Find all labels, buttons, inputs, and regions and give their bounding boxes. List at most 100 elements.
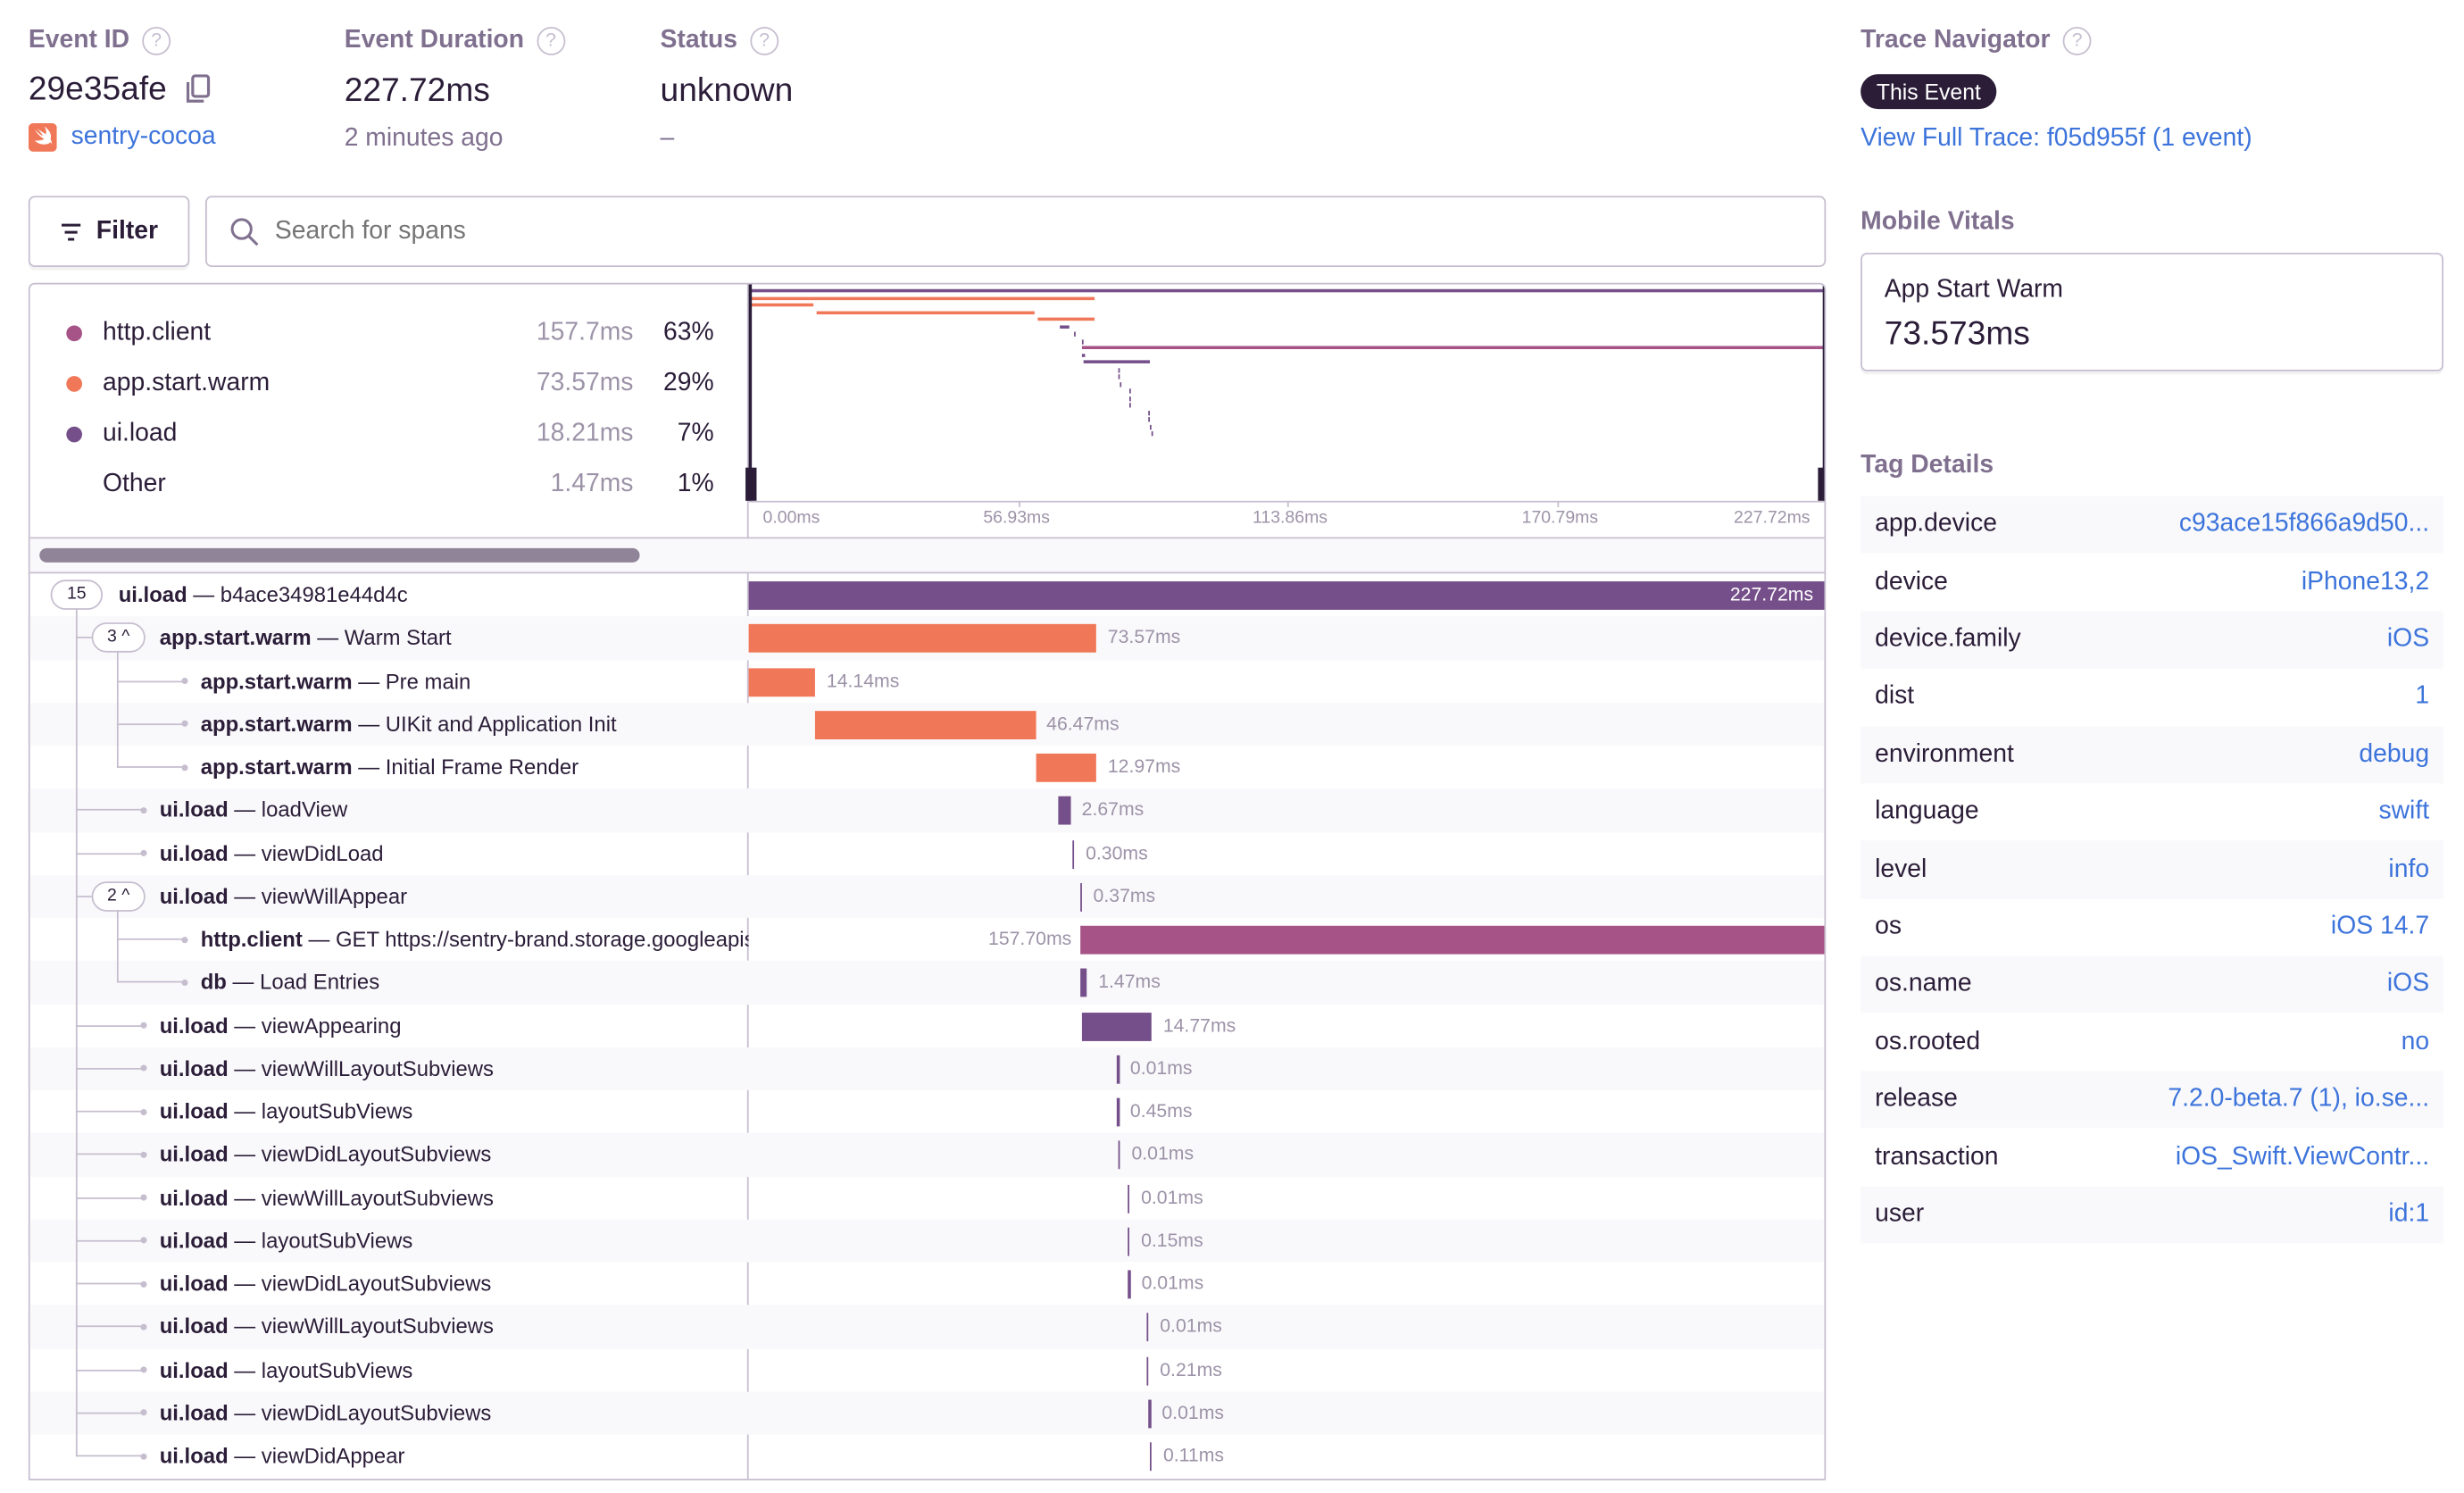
span-row[interactable]: ui.load — viewWillLayoutSubviews 0.01ms [29,1047,1825,1090]
tag-value-link[interactable]: iOS 14.7 [2330,913,2430,940]
tag-row[interactable]: language swift [1860,784,2443,841]
span-title[interactable]: ui.load — viewDidLayoutSubviews [160,1143,749,1167]
tag-value-link[interactable]: iOS [2386,625,2430,653]
tag-row[interactable]: os iOS 14.7 [1860,898,2443,955]
tag-value-link[interactable]: no [2401,1028,2430,1055]
span-bar[interactable] [1082,1012,1153,1041]
span-bar[interactable] [1058,797,1071,825]
filter-button[interactable]: Filter [28,196,190,267]
tag-value-link[interactable]: info [2388,855,2430,883]
tag-value-link[interactable]: iOS_Swift.ViewContr... [2175,1143,2430,1171]
span-title[interactable]: app.start.warm — Pre main [201,669,749,693]
span-row[interactable]: ui.load — viewDidLayoutSubviews 0.01ms [29,1391,1825,1435]
help-icon[interactable]: ? [537,27,566,55]
span-title[interactable]: ui.load — viewAppearing [160,1013,749,1038]
span-bar[interactable] [1149,1442,1153,1472]
minimap-left-handle[interactable] [745,467,757,501]
tag-row[interactable]: app.device c93ace15f866a9d50... [1860,496,2443,554]
span-bar[interactable] [1148,1399,1151,1428]
tag-value-link[interactable]: iOS [2386,970,2430,997]
span-row[interactable]: ui.load — layoutSubViews 0.45ms [30,1090,1825,1133]
tag-row[interactable]: os.name iOS [1860,955,2443,1013]
span-row[interactable]: 3 ^ app.start.warm — Warm Start 73.57ms [29,616,1825,660]
span-row[interactable]: app.start.warm — Pre main 14.14ms [30,660,1825,703]
span-title[interactable]: ui.load — viewWillLayoutSubviews [160,1056,749,1080]
span-bar[interactable] [815,710,1036,739]
help-icon[interactable]: ? [142,27,171,55]
span-title[interactable]: ui.load — viewWillAppear [160,884,749,908]
span-title[interactable]: ui.load — loadView [160,798,749,822]
tag-value-link[interactable]: c93ace15f866a9d50... [2178,510,2430,538]
span-title[interactable]: ui.load — viewDidLayoutSubviews [160,1401,749,1425]
vital-card-app-start-warm[interactable]: App Start Warm 73.573ms [1860,253,2443,371]
project-link[interactable]: sentry-cocoa [28,122,216,152]
span-bar[interactable] [1079,925,1825,955]
tag-value-link[interactable]: id:1 [2388,1200,2430,1228]
tag-value-link[interactable]: swift [2378,797,2430,825]
help-icon[interactable]: ? [2062,27,2092,55]
span-bar[interactable] [1128,1270,1131,1299]
span-title[interactable]: ui.load — viewDidLoad [160,841,749,865]
tag-row[interactable]: dist 1 [1860,669,2443,726]
span-children-toggle[interactable]: 15 [50,580,103,610]
span-row[interactable]: ui.load — viewDidAppear 0.11ms [30,1434,1825,1477]
span-row[interactable]: ui.load — viewDidLayoutSubviews 0.01ms [29,1132,1825,1177]
span-title[interactable]: http.client — GET https://sentry-brand.s… [201,928,749,952]
span-bar[interactable] [1079,882,1083,912]
span-row[interactable]: ui.load — loadView 2.67ms [29,788,1825,832]
span-title[interactable]: ui.load — layoutSubViews [160,1229,749,1253]
project-name[interactable]: sentry-cocoa [71,122,216,151]
help-icon[interactable]: ? [750,27,779,55]
span-row[interactable]: 2 ^ ui.load — viewWillAppear 0.37ms [29,874,1825,918]
minimap-right-handle[interactable] [1818,467,1825,501]
span-bar[interactable] [1128,1184,1130,1213]
span-row[interactable]: http.client — GET https://sentry-brand.s… [30,918,1825,961]
span-bar[interactable] [748,581,1825,610]
tag-value-link[interactable]: debug [2359,740,2430,768]
span-title[interactable]: app.start.warm — UIKit and Application I… [201,712,749,736]
span-bar[interactable] [1116,1097,1120,1127]
search-input[interactable] [274,217,1697,246]
span-row[interactable]: 15 ui.load — b4ace34981e44d4c 227.72ms [30,573,1825,616]
span-title[interactable]: ui.load — viewDidLayoutSubviews [160,1272,749,1296]
span-bar[interactable] [748,667,816,696]
span-row[interactable]: ui.load — layoutSubViews 0.21ms [30,1348,1825,1391]
span-row[interactable]: ui.load — viewWillLayoutSubviews 0.01ms [30,1176,1825,1219]
span-bar[interactable] [1128,1227,1130,1256]
tag-row[interactable]: transaction iOS_Swift.ViewContr... [1860,1129,2443,1186]
span-title[interactable]: ui.load — b4ace34981e44d4c [119,583,749,607]
span-search[interactable] [204,196,1827,267]
span-title[interactable]: ui.load — viewDidAppear [160,1444,749,1468]
tag-row[interactable]: os.rooted no [1860,1013,2443,1071]
view-full-trace-link[interactable]: View Full Trace: f05d955f (1 event) [1860,124,2252,152]
tag-value-link[interactable]: 1 [2415,682,2430,710]
tag-row[interactable]: device iPhone13,2 [1860,554,2443,611]
tag-row[interactable]: user id:1 [1860,1186,2443,1244]
span-title[interactable]: app.start.warm — Initial Frame Render [201,755,749,780]
span-bar[interactable] [1035,753,1097,782]
span-row[interactable]: db — Load Entries 1.47ms [29,961,1825,1005]
tag-row[interactable]: release 7.2.0-beta.7 (1), io.se... [1860,1071,2443,1129]
tag-value-link[interactable]: iPhone13,2 [2301,568,2430,596]
span-row[interactable]: ui.load — viewDidLayoutSubviews 0.01ms [30,1263,1825,1305]
span-bar[interactable] [1146,1355,1149,1385]
span-row[interactable]: ui.load — viewAppearing 14.77ms [30,1004,1825,1047]
span-bar[interactable] [1072,839,1075,869]
span-title[interactable]: app.start.warm — Warm Start [160,626,749,650]
span-children-toggle[interactable]: 2 ^ [91,880,146,912]
span-row[interactable]: ui.load — viewWillLayoutSubviews 0.01ms [29,1305,1825,1349]
span-title[interactable]: ui.load — layoutSubViews [160,1099,749,1123]
span-row[interactable]: app.start.warm — UIKit and Application I… [29,702,1825,746]
span-bar[interactable] [748,624,1097,654]
span-bar[interactable] [1080,968,1087,997]
span-title[interactable]: db — Load Entries [201,971,749,995]
tag-row[interactable]: device.family iOS [1860,611,2443,669]
span-row[interactable]: ui.load — viewDidLoad 0.30ms [30,831,1825,874]
span-bar[interactable] [1118,1140,1121,1170]
span-bar[interactable] [1116,1055,1120,1084]
span-title[interactable]: ui.load — layoutSubViews [160,1358,749,1382]
span-row[interactable]: app.start.warm — Initial Frame Render 12.… [30,746,1825,788]
span-children-toggle[interactable]: 3 ^ [91,622,146,654]
span-bar[interactable] [1146,1313,1149,1342]
span-title[interactable]: ui.load — viewWillLayoutSubviews [160,1186,749,1210]
